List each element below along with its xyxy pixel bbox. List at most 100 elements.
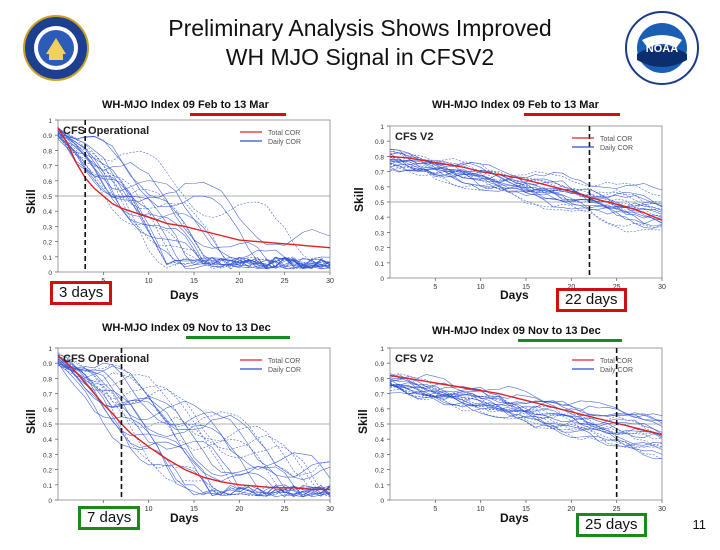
daily-cor-line <box>57 362 331 496</box>
daily-cor-line <box>57 352 330 493</box>
panel1-underline <box>190 113 286 116</box>
y-tick-label: 0.5 <box>43 422 52 429</box>
y-tick-label: 0.2 <box>43 468 52 475</box>
daily-cor-line <box>389 159 663 223</box>
panel-label: CFS V2 <box>395 353 434 365</box>
y-tick-label: 0.8 <box>375 154 384 161</box>
y-tick-label: 0.9 <box>43 361 52 368</box>
x-tick-label: 20 <box>567 284 575 291</box>
daily-cor-line <box>57 134 331 270</box>
y-tick-label: 0.4 <box>375 215 384 222</box>
y-tick-label: 0.6 <box>43 407 52 414</box>
x-tick-label: 25 <box>281 278 289 285</box>
panel3-xlabel: Days <box>170 511 199 525</box>
y-tick-label: 0.4 <box>43 209 52 216</box>
x-tick-label: 5 <box>433 506 437 513</box>
x-tick-label: 10 <box>477 284 485 291</box>
x-tick-label: 15 <box>190 506 198 513</box>
daily-cor-line <box>389 148 663 197</box>
x-tick-label: 10 <box>477 506 485 513</box>
daily-cor-line <box>389 162 663 227</box>
x-tick-label: 5 <box>433 284 437 291</box>
daily-cor-line <box>389 152 663 211</box>
daily-cor-line <box>57 129 331 268</box>
daily-cor-line <box>57 130 331 270</box>
daily-cor-line <box>57 355 331 490</box>
y-tick-label: 0.6 <box>375 185 384 192</box>
panel4-title: WH-MJO Index 09 Nov to 13 Dec <box>432 325 601 337</box>
daily-cor-line <box>57 358 331 478</box>
daily-cor-line <box>57 134 331 246</box>
y-tick-label: 1 <box>48 346 52 353</box>
y-tick-label: 0.3 <box>375 452 384 459</box>
x-tick-label: 20 <box>235 506 243 513</box>
daily-cor-line <box>57 359 331 498</box>
y-tick-label: 1 <box>380 124 384 131</box>
slide-title-line2: WH MJO Signal in CFSV2 <box>225 44 495 70</box>
daily-cor-line <box>57 127 331 270</box>
panel4-callout: 25 days <box>576 513 647 537</box>
daily-cor-line <box>57 359 331 497</box>
y-tick-label: 0.9 <box>375 139 384 146</box>
y-tick-label: 0.5 <box>43 194 52 201</box>
legend-total-label: Total COR <box>600 136 632 143</box>
daily-cor-line <box>389 148 663 207</box>
x-tick-label: 30 <box>658 284 666 291</box>
daily-cor-line <box>57 355 331 477</box>
y-tick-label: 0.8 <box>43 148 52 155</box>
y-tick-label: 0 <box>380 276 384 283</box>
y-tick-label: 0.8 <box>375 376 384 383</box>
daily-cor-line <box>57 137 331 269</box>
daily-cor-line <box>57 363 331 479</box>
y-tick-label: 0.4 <box>375 437 384 444</box>
daily-cor-line <box>389 159 663 225</box>
daily-cor-line <box>57 364 331 496</box>
x-tick-label: 15 <box>522 506 530 513</box>
panel3-callout: 7 days <box>78 506 141 530</box>
y-tick-label: 0.1 <box>375 261 384 268</box>
daily-cor-line <box>389 382 663 422</box>
daily-cor-line <box>57 353 331 496</box>
legend-total-label: Total COR <box>600 358 632 365</box>
daily-cor-line <box>57 362 331 498</box>
y-tick-label: 0 <box>380 498 384 505</box>
y-tick-label: 0.3 <box>43 224 52 231</box>
daily-cor-line <box>57 360 331 497</box>
svg-text:NOAA: NOAA <box>646 43 678 55</box>
panel-label: CFS Operational <box>63 125 149 137</box>
noaa-logo: NOAA <box>625 11 699 85</box>
y-tick-label: 0.2 <box>375 246 384 253</box>
x-tick-label: 15 <box>522 284 530 291</box>
x-tick-label: 25 <box>281 506 289 513</box>
x-tick-label: 30 <box>326 506 334 513</box>
total-cor-line <box>57 127 331 249</box>
y-tick-label: 0.1 <box>43 255 52 262</box>
x-tick-label: 30 <box>326 278 334 285</box>
daily-cor-line <box>389 155 663 211</box>
x-tick-label: 10 <box>145 506 153 513</box>
panel4-xlabel: Days <box>500 511 529 525</box>
daily-cor-line <box>57 133 331 270</box>
y-tick-label: 0.3 <box>375 230 384 237</box>
x-tick-label: 20 <box>235 278 243 285</box>
legend-total-label: Total COR <box>268 358 300 365</box>
daily-cor-line <box>57 127 331 270</box>
y-tick-label: 0.2 <box>43 240 52 247</box>
chart-panel-3: 00.10.20.30.40.50.60.70.80.9151015202530… <box>43 346 334 513</box>
y-tick-label: 0.7 <box>375 392 384 399</box>
y-tick-label: 0.3 <box>43 452 52 459</box>
chart-panel-1: 00.10.20.30.40.50.60.70.80.9151015202530… <box>43 118 334 285</box>
daily-cor-line <box>57 131 331 269</box>
y-tick-label: 0.6 <box>43 179 52 186</box>
y-tick-label: 0.1 <box>375 483 384 490</box>
daily-cor-line <box>57 134 331 270</box>
chart-panel-4: 00.10.20.30.40.50.60.70.80.915 10 15 20 25 30… <box>375 346 666 513</box>
daily-cor-line <box>57 133 331 268</box>
panel2-callout: 22 days <box>556 288 627 312</box>
y-tick-label: 1 <box>380 346 384 353</box>
panel3-title: WH-MJO Index 09 Nov to 13 Dec <box>102 322 271 334</box>
y-tick-label: 0 <box>48 270 52 277</box>
legend-daily-label: Daily COR <box>600 145 633 152</box>
legend-total-label: Total COR <box>268 130 300 137</box>
total-cor-line <box>57 355 330 491</box>
